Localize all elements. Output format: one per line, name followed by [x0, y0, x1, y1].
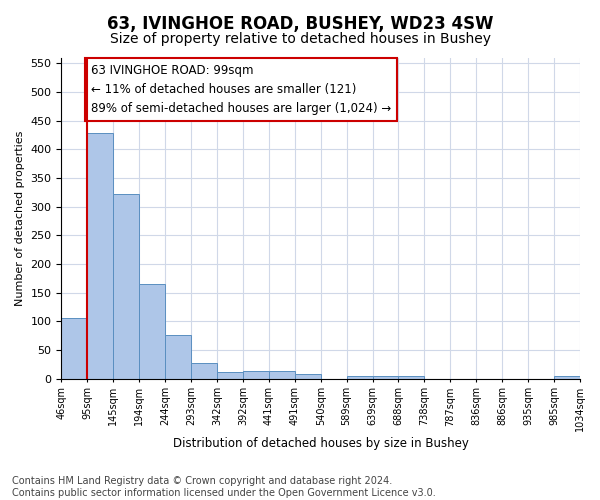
Text: 63 IVINGHOE ROAD: 99sqm
← 11% of detached houses are smaller (121)
89% of semi-d: 63 IVINGHOE ROAD: 99sqm ← 11% of detache… [91, 64, 391, 116]
Text: Contains HM Land Registry data © Crown copyright and database right 2024.
Contai: Contains HM Land Registry data © Crown c… [12, 476, 436, 498]
Bar [88, 133, 113, 378]
X-axis label: Distribution of detached houses by size in Bushey: Distribution of detached houses by size … [173, 437, 469, 450]
Bar [165, 335, 191, 378]
Text: Size of property relative to detached houses in Bushey: Size of property relative to detached ho… [110, 32, 491, 46]
Bar [139, 284, 165, 378]
Bar [217, 372, 243, 378]
Bar [373, 376, 398, 378]
Bar [295, 374, 321, 378]
Y-axis label: Number of detached properties: Number of detached properties [15, 130, 25, 306]
Bar [269, 371, 295, 378]
Bar [398, 376, 424, 378]
Bar [113, 194, 139, 378]
Bar [191, 363, 217, 378]
Bar [554, 376, 580, 378]
Text: 63, IVINGHOE ROAD, BUSHEY, WD23 4SW: 63, IVINGHOE ROAD, BUSHEY, WD23 4SW [107, 15, 493, 33]
Bar [347, 376, 373, 378]
Bar [243, 371, 269, 378]
Bar [61, 318, 88, 378]
